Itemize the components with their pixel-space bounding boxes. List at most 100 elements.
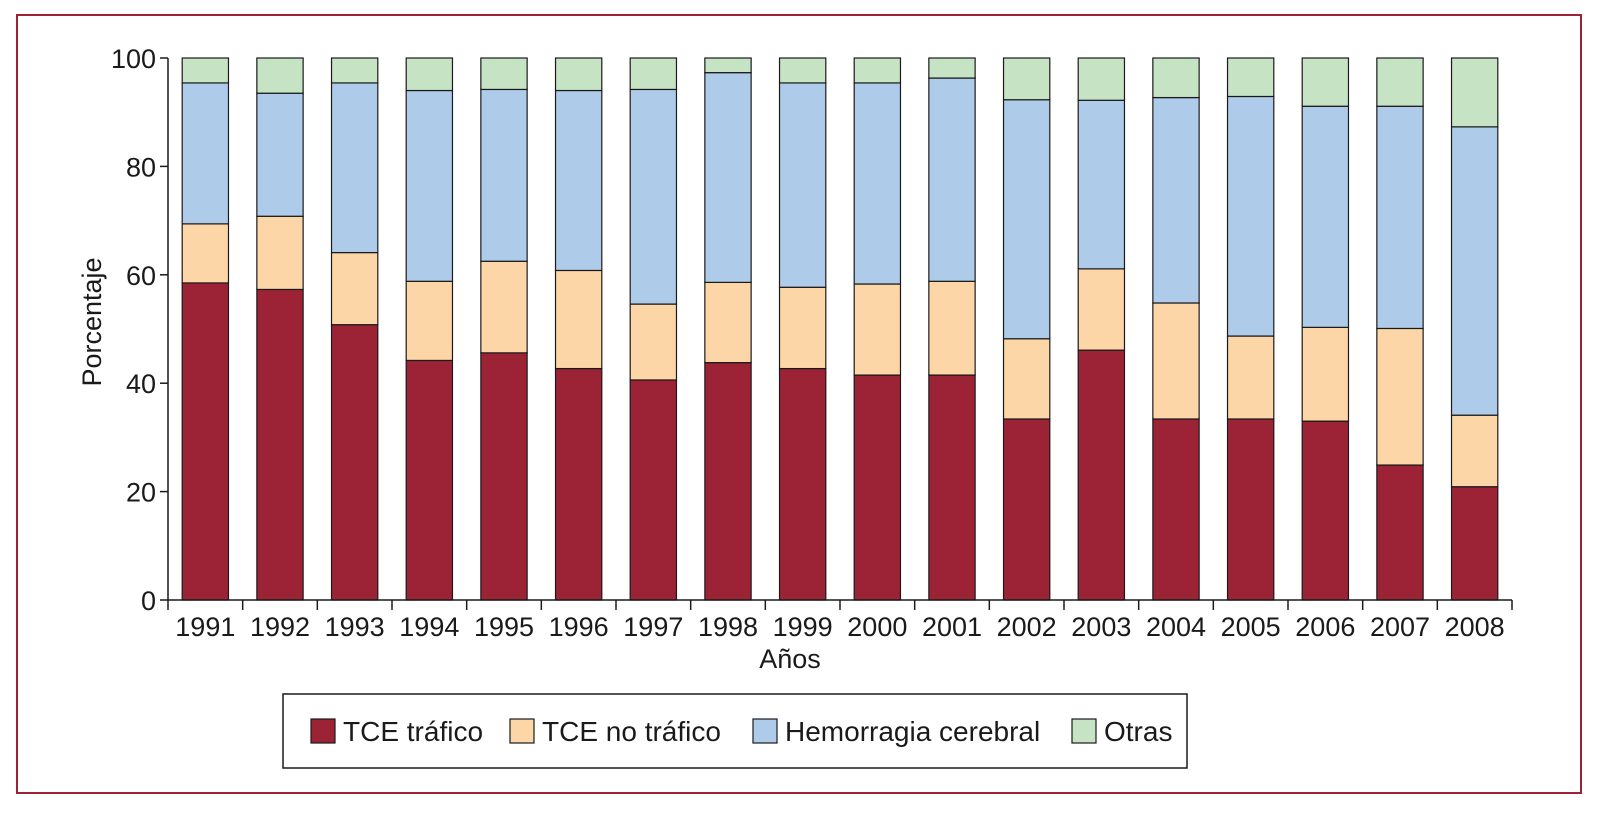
bar-segment-2007-series-3 <box>1376 105 1424 330</box>
legend-label: Otras <box>1104 716 1172 747</box>
bar-segment-1994-series-1 <box>405 359 454 601</box>
bar-segment-2006-series-3 <box>1301 105 1350 328</box>
axes-group <box>160 57 1513 610</box>
bar-segment-2005-series-3 <box>1226 95 1275 337</box>
x-tick-label: 1993 <box>325 612 385 642</box>
bar-segment-1994-series-3 <box>405 89 454 282</box>
x-tick-label: 2007 <box>1370 612 1430 642</box>
bar-segment-1997-series-1 <box>629 379 678 601</box>
y-axis-title: Porcentaje <box>77 257 107 386</box>
y-tick-label: 0 <box>141 586 156 616</box>
bar-segment-1997-series-4 <box>629 57 678 91</box>
y-tick-label: 80 <box>126 152 156 182</box>
y-tick-label: 60 <box>126 261 156 291</box>
bar-segment-1994-series-2 <box>405 280 454 362</box>
bar-segment-2005-series-4 <box>1226 57 1275 98</box>
bar-segment-2001-series-3 <box>928 77 976 282</box>
bar-segment-2004-series-3 <box>1152 96 1200 304</box>
x-tick-label: 1994 <box>399 612 459 642</box>
bar-segment-2004-series-2 <box>1152 302 1200 420</box>
legend-label: Hemorragia cerebral <box>785 716 1040 747</box>
bar-segment-1997-series-3 <box>629 88 678 305</box>
x-tick-label: 2006 <box>1295 612 1355 642</box>
bar-segment-1997-series-2 <box>629 303 678 381</box>
x-tick-label: 1995 <box>474 612 534 642</box>
bar-segment-2000-series-1 <box>853 374 902 601</box>
bar-segment-2001-series-1 <box>928 374 976 601</box>
bar-segment-2008-series-2 <box>1450 414 1499 488</box>
bar-segment-1993-series-2 <box>330 251 379 326</box>
legend-swatch <box>509 718 535 744</box>
bar-segment-2000-series-3 <box>853 82 902 285</box>
bar-segment-2003-series-3 <box>1077 99 1126 270</box>
bar-segment-2007-series-4 <box>1376 57 1424 107</box>
bar-segment-2002-series-3 <box>1002 99 1051 340</box>
bar-segment-1998-series-1 <box>704 362 752 601</box>
legend-swatch <box>310 718 336 744</box>
bar-segment-1995-series-3 <box>480 88 528 262</box>
legend-label: TCE no tráfico <box>542 716 721 747</box>
bar-segment-1998-series-2 <box>704 281 752 364</box>
bar-segment-2001-series-4 <box>928 57 976 79</box>
legend-swatch <box>1071 718 1097 744</box>
bar-segment-1991-series-3 <box>181 82 230 225</box>
x-tick-label: 1991 <box>175 612 235 642</box>
bar-segment-1993-series-4 <box>330 57 379 84</box>
bar-segment-2000-series-2 <box>853 283 902 376</box>
bar-segment-1995-series-2 <box>480 260 528 354</box>
bar-segment-1999-series-1 <box>778 367 827 601</box>
bar-segment-1996-series-3 <box>554 89 603 272</box>
bar-segment-2004-series-1 <box>1152 418 1200 601</box>
x-tick-label: 2008 <box>1445 612 1505 642</box>
bar-segment-1995-series-1 <box>480 352 528 601</box>
x-tick-label: 1997 <box>623 612 683 642</box>
x-tick-label: 1992 <box>250 612 310 642</box>
bar-segment-2005-series-2 <box>1226 335 1275 420</box>
x-axis-title: Años <box>759 644 821 674</box>
bar-segment-1998-series-4 <box>704 57 752 74</box>
bar-segment-2007-series-1 <box>1376 464 1424 601</box>
bar-segment-1999-series-4 <box>778 57 827 84</box>
legend-label: TCE tráfico <box>343 716 483 747</box>
bar-segment-1995-series-4 <box>480 57 528 91</box>
bar-segment-2006-series-1 <box>1301 420 1350 601</box>
bar-segment-2002-series-1 <box>1002 418 1051 601</box>
bar-segment-1991-series-4 <box>181 57 230 84</box>
bars-group <box>181 57 1499 601</box>
bar-segment-1999-series-2 <box>778 286 827 370</box>
bar-segment-2004-series-4 <box>1152 57 1200 99</box>
bar-segment-1998-series-3 <box>704 72 752 283</box>
bar-segment-2002-series-2 <box>1002 338 1051 420</box>
x-tick-labels: 1991 1992 1993 1994 1995 1996 1997 1998 1999 2000… <box>175 612 1504 642</box>
bar-segment-2008-series-4 <box>1450 57 1499 128</box>
bar-segment-2008-series-1 <box>1450 486 1499 601</box>
bar-segment-1996-series-2 <box>554 269 603 370</box>
bar-segment-1993-series-3 <box>330 82 379 254</box>
y-tick-labels: 0 20 40 60 80 100 <box>111 44 156 616</box>
bar-segment-2002-series-4 <box>1002 57 1051 101</box>
x-tick-label: 1999 <box>773 612 833 642</box>
bar-segment-1992-series-1 <box>256 288 304 601</box>
x-tick-label: 2002 <box>997 612 1057 642</box>
legend: TCE tráfico TCE no tráfico Hemorragia cere… <box>282 693 1188 769</box>
bar-segment-1992-series-4 <box>256 57 304 94</box>
x-tick-label: 2005 <box>1221 612 1281 642</box>
x-tick-label: 2004 <box>1146 612 1206 642</box>
x-tick-label: 1998 <box>698 612 758 642</box>
chart-frame <box>16 14 1582 794</box>
bar-segment-2000-series-4 <box>853 57 902 84</box>
bar-segment-1999-series-3 <box>778 82 827 288</box>
bar-segment-1991-series-2 <box>181 223 230 284</box>
x-tick-label: 2003 <box>1071 612 1131 642</box>
bar-segment-1992-series-2 <box>256 215 304 291</box>
y-tick-label: 40 <box>126 369 156 399</box>
legend-box <box>282 693 1188 769</box>
bar-segment-2003-series-4 <box>1077 57 1126 101</box>
y-tick-label: 20 <box>126 478 156 508</box>
bar-segment-2001-series-2 <box>928 280 976 376</box>
x-tick-label: 1996 <box>549 612 609 642</box>
bar-segment-1993-series-1 <box>330 324 379 601</box>
x-tick-label: 2001 <box>922 612 982 642</box>
bar-segment-2006-series-4 <box>1301 57 1350 107</box>
